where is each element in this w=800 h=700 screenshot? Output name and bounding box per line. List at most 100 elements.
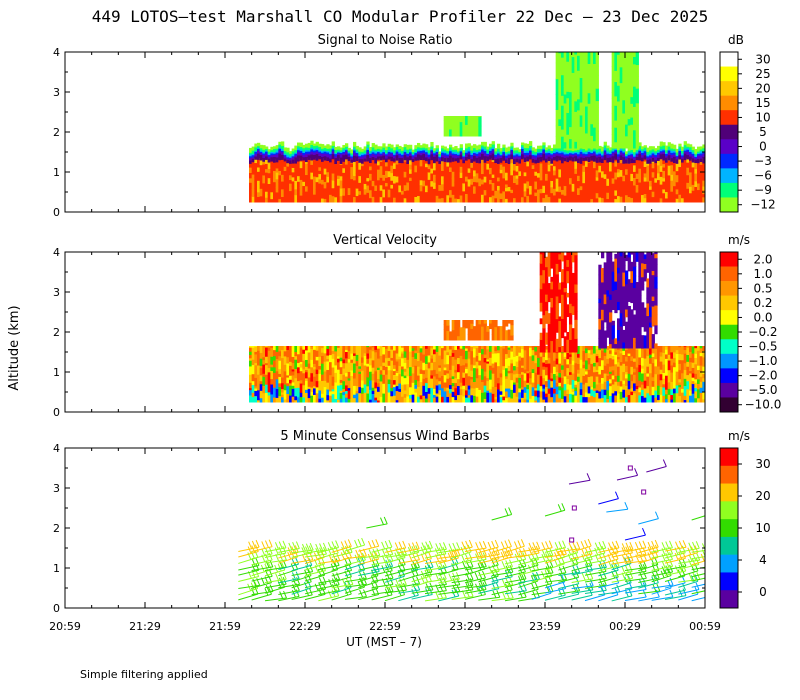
snr-cell [283, 155, 287, 159]
snr-cell [305, 168, 309, 176]
snr-cell [347, 187, 351, 196]
velocity-cell [486, 325, 490, 332]
snr-cell [403, 154, 407, 161]
snr-cell [286, 170, 290, 176]
velocity-cell [395, 372, 399, 376]
velocity-cell [566, 389, 570, 395]
velocity-cell [513, 369, 517, 375]
snr-cell [294, 149, 298, 153]
snr-cell [363, 152, 367, 155]
velocity-cell [342, 380, 346, 390]
snr-cell [259, 154, 263, 161]
velocity-cell [643, 268, 647, 282]
snr-cell [545, 180, 549, 188]
snr-cell [294, 173, 298, 181]
snr-cell [478, 191, 482, 198]
snr-cell [358, 194, 362, 203]
velocity-cell [390, 379, 394, 384]
snr-cell [515, 158, 519, 163]
velocity-cell [286, 382, 290, 387]
snr-cell [617, 168, 621, 173]
snr-cell [438, 153, 442, 156]
snr-cell [694, 161, 698, 170]
velocity-cell [638, 364, 642, 373]
velocity-cell [625, 309, 629, 318]
snr-cell [569, 197, 573, 203]
snr-cell [323, 145, 327, 148]
snr-cell [571, 151, 575, 154]
velocity-cell [622, 371, 626, 381]
snr-cell [371, 163, 375, 171]
snr-cloud-cell [630, 68, 634, 79]
snr-cell [377, 164, 381, 170]
snr-cell [555, 171, 559, 175]
snr-cell [638, 150, 642, 152]
snr-cell [329, 194, 333, 203]
velocity-cell [435, 396, 439, 403]
y-tick-label: 3 [53, 286, 60, 299]
velocity-cell [481, 326, 485, 341]
snr-cell [395, 169, 399, 177]
snr-cell [251, 162, 255, 168]
velocity-cell [291, 352, 295, 357]
velocity-cell [366, 385, 370, 394]
snr-cell [286, 194, 290, 203]
snr-cell [635, 196, 639, 203]
velocity-cell [638, 356, 642, 366]
snr-cell [577, 158, 581, 163]
velocity-cell [689, 372, 693, 378]
velocity-cell [681, 372, 685, 384]
snr-cell [321, 148, 325, 151]
snr-cell [686, 174, 690, 183]
snr-cell [545, 154, 549, 159]
snr-cell [595, 152, 599, 155]
velocity-cell [641, 284, 645, 291]
velocity-cell [585, 347, 589, 354]
snr-cell [558, 198, 562, 203]
velocity-cell [329, 354, 333, 363]
snr-cell [537, 165, 541, 170]
velocity-cell [625, 349, 629, 357]
snr-cell [603, 154, 607, 161]
snr-cell [699, 185, 703, 191]
velocity-cell [446, 390, 450, 397]
velocity-cell [611, 369, 615, 376]
velocity-cell [686, 354, 690, 362]
velocity-cell [345, 357, 349, 364]
snr-cell [321, 150, 325, 153]
snr-cell [553, 170, 557, 176]
snr-cell [635, 173, 639, 179]
snr-cell [459, 191, 463, 196]
snr-cell [385, 165, 389, 171]
snr-cell [654, 148, 658, 152]
snr-cloud-cell [587, 84, 591, 94]
snr-cell [606, 147, 610, 152]
snr-cell [638, 162, 642, 169]
velocity-cell [515, 392, 519, 397]
snr-cell [350, 159, 354, 163]
velocity-cell [515, 363, 519, 368]
snr-cloud-cell [459, 121, 463, 137]
velocity-cell [459, 327, 463, 341]
snr-cell [689, 156, 693, 161]
snr-cell [419, 184, 423, 192]
velocity-cell [486, 359, 490, 362]
snr-cell [286, 151, 290, 156]
velocity-cell [606, 380, 610, 391]
snr-cell [606, 154, 610, 158]
velocity-cell [702, 381, 705, 392]
snr-cell [507, 152, 511, 155]
velocity-cell [310, 387, 314, 393]
velocity-cell [257, 382, 261, 391]
velocity-cell [558, 385, 562, 391]
snr-cell [273, 187, 277, 193]
snr-cell [654, 182, 658, 190]
snr-cell [374, 179, 378, 186]
velocity-cell [539, 385, 543, 392]
velocity-cell [665, 389, 669, 395]
snr-cell [302, 167, 306, 173]
snr-cloud-cell [558, 118, 562, 126]
snr-cell [547, 196, 551, 203]
velocity-cell [574, 292, 578, 300]
velocity-cell [526, 362, 530, 368]
